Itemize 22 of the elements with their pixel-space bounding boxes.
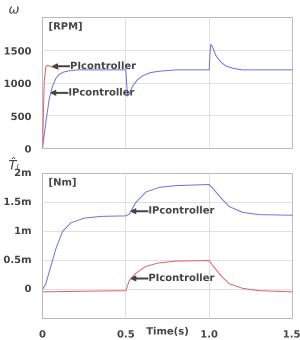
y-tick-label: 1.5m bbox=[3, 197, 32, 208]
x-tick-label: 1.5 bbox=[282, 330, 300, 340]
line-series bbox=[42, 44, 292, 148]
y-tick-label: 1500 bbox=[4, 46, 32, 58]
y-tick-label: 1m bbox=[14, 226, 32, 237]
y-tick-label: 1000 bbox=[4, 79, 32, 90]
x-tick-label: 0 bbox=[39, 330, 46, 340]
annotation: PIcontroller bbox=[148, 272, 215, 284]
x-axis-title: Time(s) bbox=[146, 326, 189, 338]
annotation: [Nm] bbox=[48, 178, 76, 188]
x-tick-label: 1.0 bbox=[200, 330, 218, 340]
line-series bbox=[42, 260, 292, 292]
y-tick-label: 0.5m bbox=[3, 255, 32, 266]
y-tick-label: 0 bbox=[24, 284, 32, 295]
line-series bbox=[42, 64, 60, 148]
x-tick-label: 0.5 bbox=[116, 330, 135, 340]
annotation: IPcontroller bbox=[148, 206, 215, 217]
annotation: PIcontroller bbox=[70, 60, 136, 72]
y-tick-label: 0 bbox=[24, 144, 32, 156]
annotation: [RPM] bbox=[48, 22, 83, 32]
y-tick-label: 500 bbox=[10, 112, 32, 123]
y-axis-title: ω bbox=[8, 2, 20, 18]
